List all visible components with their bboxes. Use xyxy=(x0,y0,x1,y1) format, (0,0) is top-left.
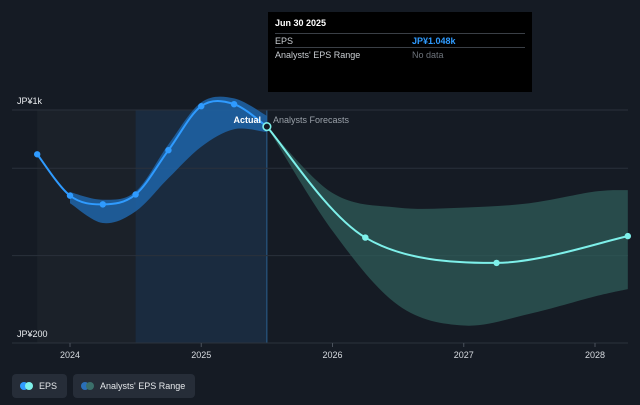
tooltip: Jun 30 2025 EPS JP¥1.048k Analysts' EPS … xyxy=(268,12,532,92)
tooltip-row-range: Analysts' EPS Range No data xyxy=(275,47,525,61)
y-axis-ticks: JP¥1k JP¥200 xyxy=(17,96,48,339)
eps-actual-point[interactable] xyxy=(198,103,205,110)
x-tick-label: 2026 xyxy=(322,350,342,360)
eps-actual-point[interactable] xyxy=(66,192,74,199)
tooltip-range-label: Analysts' EPS Range xyxy=(275,49,361,60)
x-axis-ticks: 2024 2025 2026 2027 2028 xyxy=(60,343,605,360)
eps-actual-point[interactable] xyxy=(132,191,139,198)
legend: EPS Analysts' EPS Range xyxy=(12,374,196,398)
tooltip-range-value: No data xyxy=(412,49,444,60)
eps-actual-point[interactable] xyxy=(230,100,238,108)
tooltip-date: Jun 30 2025 xyxy=(275,18,327,28)
eps-selected-point[interactable] xyxy=(262,122,272,132)
actual-range-area xyxy=(70,96,267,224)
y-tick-label: JP¥200 xyxy=(17,329,48,339)
eps-actual-point[interactable] xyxy=(99,201,107,208)
forecast-range-area xyxy=(266,126,628,326)
x-tick-label: 2028 xyxy=(585,350,605,360)
eps-legend-icon xyxy=(20,382,33,390)
legend-eps[interactable]: EPS xyxy=(12,374,68,398)
eps-forecast-point[interactable] xyxy=(624,232,632,240)
forecast-section-label: Analysts Forecasts xyxy=(273,115,350,125)
eps-range-legend-icon xyxy=(81,382,95,390)
eps-forecast-point[interactable] xyxy=(362,234,369,241)
x-tick-label: 2025 xyxy=(191,350,211,360)
legend-eps-range-label: Analysts' EPS Range xyxy=(100,381,186,391)
eps-forecast-point[interactable] xyxy=(493,259,500,267)
x-tick-label: 2024 xyxy=(60,350,80,360)
tooltip-row-eps: EPS JP¥1.048k xyxy=(275,33,525,47)
legend-eps-label: EPS xyxy=(39,381,58,391)
eps-forecast-line xyxy=(266,125,629,264)
x-tick-label: 2027 xyxy=(454,350,474,360)
eps-actual-point[interactable] xyxy=(33,151,41,158)
actual-section-label: Actual xyxy=(233,115,261,125)
y-tick-label: JP¥1k xyxy=(17,96,43,106)
eps-actual-point[interactable] xyxy=(165,146,172,154)
tooltip-eps-value: JP¥1.048k xyxy=(412,35,456,46)
legend-eps-range[interactable]: Analysts' EPS Range xyxy=(73,374,196,398)
data-points xyxy=(33,100,632,267)
tooltip-eps-label: EPS xyxy=(275,35,294,46)
highlight-band xyxy=(135,110,267,343)
